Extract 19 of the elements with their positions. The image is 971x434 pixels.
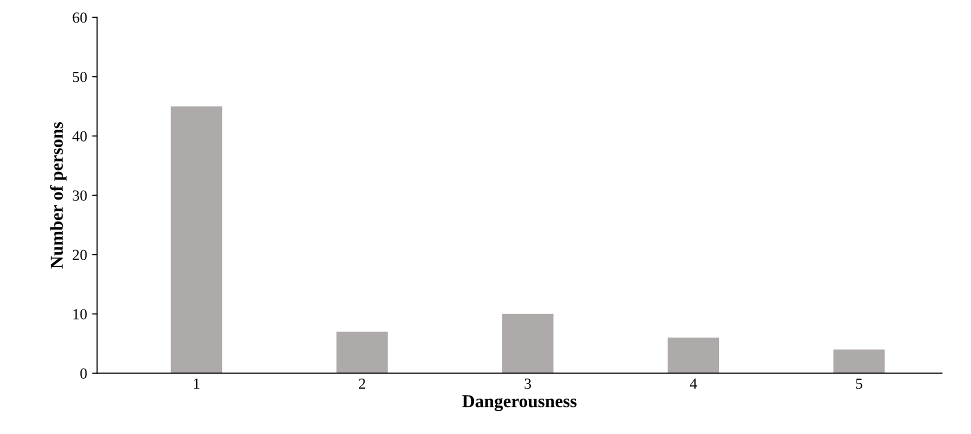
x-axis-title: Dangerousness	[462, 395, 577, 412]
x-tick-label: 5	[856, 378, 862, 389]
bar	[502, 314, 554, 374]
bar	[170, 106, 222, 374]
y-axis-title: Number of persons	[50, 122, 67, 269]
y-tick-label: 40	[72, 131, 87, 142]
x-tick-label: 3	[524, 378, 531, 389]
x-tick-label: 1	[194, 378, 200, 389]
x-tick-label: 4	[690, 378, 697, 389]
bar	[833, 350, 885, 374]
y-tick-label: 0	[80, 368, 87, 379]
bar	[336, 332, 388, 374]
y-tick-label: 50	[72, 72, 87, 82]
bar	[668, 338, 720, 374]
x-tick-label: 2	[358, 378, 366, 389]
y-tick-label: 30	[72, 190, 87, 201]
y-tick-label: 10	[73, 309, 87, 320]
y-tick-label: 20	[72, 250, 87, 260]
y-tick-label: 60	[72, 12, 87, 23]
